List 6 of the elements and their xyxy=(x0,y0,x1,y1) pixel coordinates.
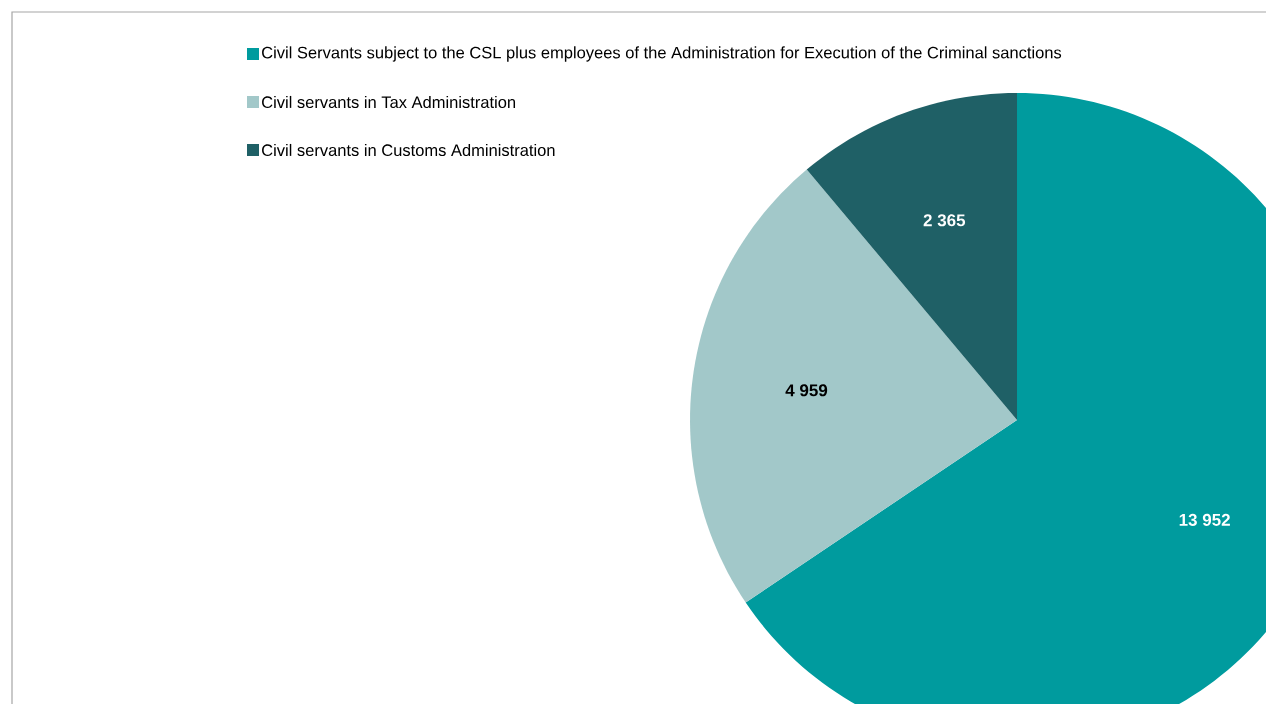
legend-label: Civil Servants subject to the CSL plus employees of the Administration for Execution of the Criminal sanctions xyxy=(262,46,1062,62)
data-label: 4 959 xyxy=(785,384,828,397)
legend-label: Civil servants in Customs Administration xyxy=(262,143,555,157)
legend-label: Civil servants in Tax Administration xyxy=(262,95,516,109)
data-label: 2 365 xyxy=(923,214,966,227)
data-label: 13 952 xyxy=(1179,513,1230,526)
